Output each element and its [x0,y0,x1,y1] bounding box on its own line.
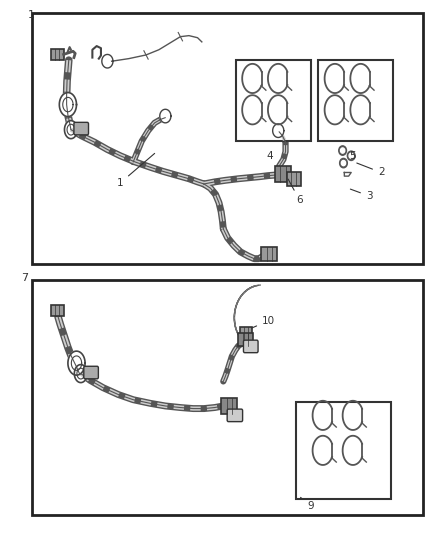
Bar [32,13,423,264]
FancyBboxPatch shape [84,366,99,379]
Text: 1: 1 [28,10,35,20]
Polygon shape [64,120,78,139]
Bar [51,49,64,60]
Text: 3: 3 [350,189,372,201]
Bar [236,60,311,141]
Text: 2: 2 [357,163,385,177]
Polygon shape [160,109,171,123]
Bar [240,327,252,338]
Circle shape [339,146,346,155]
Polygon shape [68,351,85,375]
Bar [296,402,391,499]
Text: 10: 10 [251,316,275,328]
Bar [275,166,291,182]
Circle shape [341,160,346,166]
Polygon shape [59,93,77,117]
Text: 6: 6 [288,179,303,205]
Text: 9: 9 [300,497,314,511]
FancyBboxPatch shape [74,123,88,135]
Bar [51,305,64,316]
FancyBboxPatch shape [227,409,243,422]
Text: 1: 1 [117,154,155,188]
Circle shape [347,151,355,160]
Bar [287,173,300,185]
Polygon shape [102,54,113,68]
Circle shape [339,158,347,168]
Text: 4: 4 [266,150,273,160]
Polygon shape [273,124,284,138]
Circle shape [349,153,353,158]
Text: 5: 5 [349,150,355,160]
Bar [221,398,237,414]
Text: 7: 7 [21,273,28,283]
Bar [261,247,277,261]
Bar [238,333,253,346]
Bar [318,60,393,141]
Polygon shape [74,365,87,383]
Bar [32,280,423,515]
FancyBboxPatch shape [244,340,258,353]
Circle shape [340,148,345,153]
